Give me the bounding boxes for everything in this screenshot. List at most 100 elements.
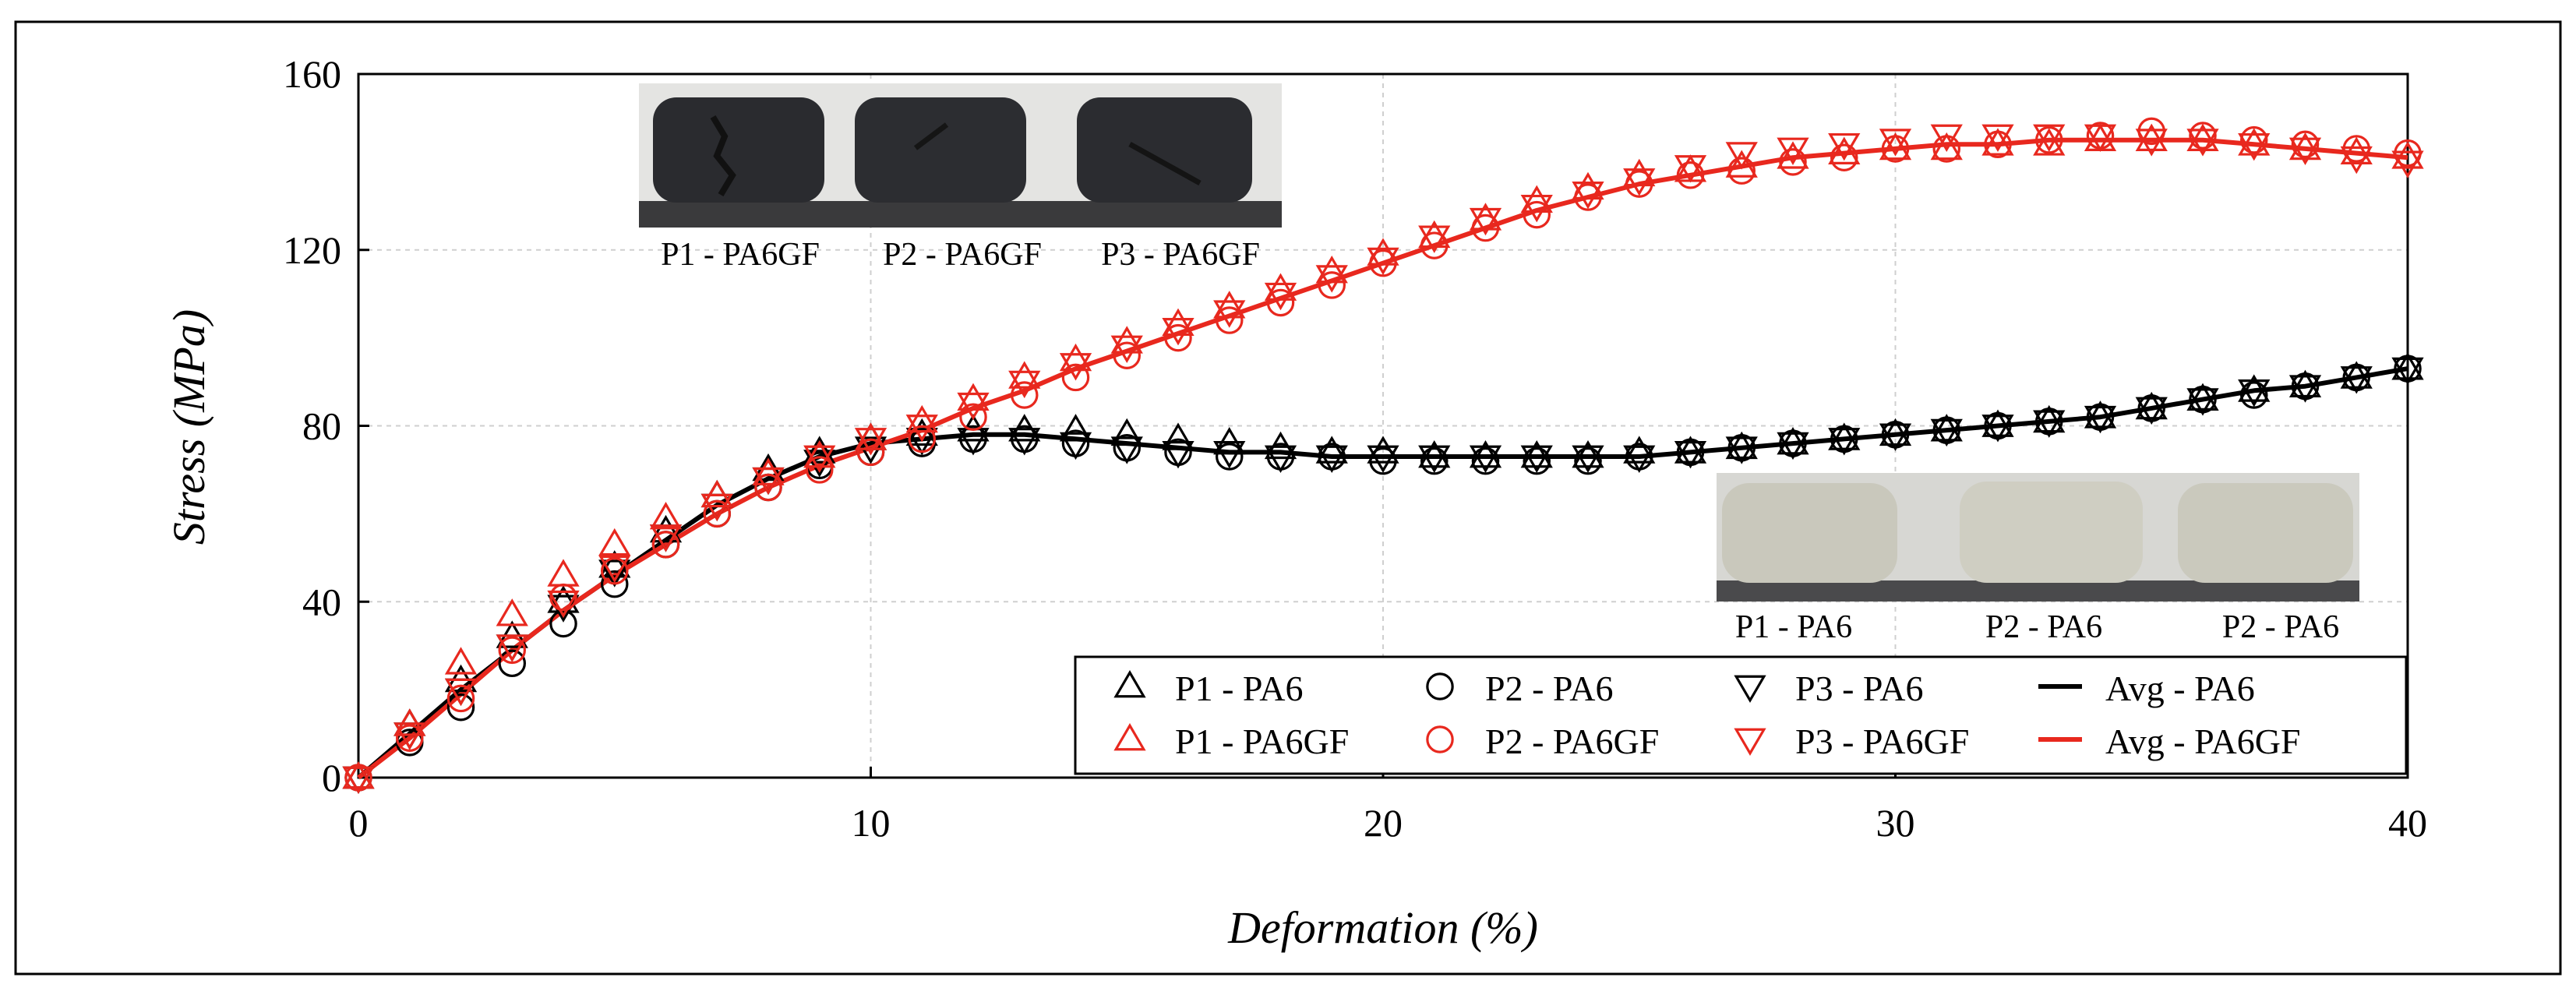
data-point-p1-pa6gf: [496, 598, 528, 626]
legend-label-p2-pa6: P2 - PA6: [1485, 669, 1613, 708]
data-point-p3-pa6gf: [547, 590, 580, 619]
data-point-p2-pa6gf: [1625, 170, 1653, 198]
data-point-p1-pa6: [1572, 439, 1604, 468]
data-point-p1-pa6: [1162, 422, 1194, 450]
y-tick-label: 40: [302, 580, 341, 623]
data-point-p1-pa6gf: [1930, 132, 1963, 161]
data-point-p2-pa6gf: [1676, 161, 1705, 189]
data-point-p3-pa6: [1623, 445, 1656, 474]
data-point-p1-pa6: [649, 514, 683, 543]
data-point-p1-pa6gf: [1110, 326, 1143, 354]
data-point-p3-pa6: [2135, 397, 2168, 425]
data-point-p2-pa6gf: [651, 531, 680, 559]
data-point-p3-pa6gf: [1059, 353, 1092, 381]
series-line-avg-pa6: [357, 366, 2408, 780]
data-point-p1-pa6: [2033, 404, 2066, 433]
x-tick-label: 40: [2388, 801, 2427, 845]
data-point-p2-pa6gf: [1932, 135, 1961, 163]
photo-label-p1-pa6gf: P1 - PA6GF: [661, 237, 820, 273]
data-point-p3-pa6: [803, 450, 836, 478]
data-point-p1-pa6: [1725, 431, 1758, 460]
data-point-p3-pa6: [2084, 405, 2117, 434]
data-point-p1-pa6gf: [1981, 128, 2014, 156]
data-point-p1-pa6gf: [2238, 128, 2271, 156]
data-point-p3-pa6: [1059, 432, 1092, 460]
x-tick-label: 20: [1364, 801, 1403, 845]
photo-label-p2-pa6: P2 - PA6: [1985, 609, 2102, 645]
axis-ticks: 0 10 20 30 40 0 40 80 120 160: [283, 52, 2427, 845]
data-point-p3-pa6gf: [1162, 317, 1194, 346]
legend-label-p3-pa6gf: P3 - PA6GF: [1795, 722, 1969, 761]
data-point-p3-pa6gf: [1264, 282, 1297, 311]
data-point-p3-pa6gf: [1418, 225, 1451, 253]
data-point-p3-pa6gf: [1469, 207, 1502, 236]
y-axis-label: Stress (MPa): [164, 309, 214, 545]
data-point-p3-pa6gf: [2288, 137, 2322, 165]
photo-specimen-p3-pa6: [2178, 483, 2353, 583]
data-point-p1-pa6: [1469, 439, 1502, 468]
data-point-p3-pa6gf: [2391, 150, 2424, 178]
photo-specimen-p1-pa6: [1722, 483, 1897, 583]
data-point-p1-pa6: [1930, 414, 1963, 442]
data-point-p2-pa6gf: [2189, 122, 2217, 150]
data-point-p1-pa6: [2288, 369, 2322, 398]
data-point-p1-pa6gf: [1162, 308, 1194, 337]
data-point-p3-pa6: [2391, 357, 2424, 386]
data-point-p1-pa6gf: [905, 404, 938, 433]
legend-label-p1-pa6: P1 - PA6: [1175, 669, 1303, 708]
data-point-p3-pa6gf: [2238, 132, 2271, 161]
data-point-p2-pa6gf: [1318, 271, 1346, 299]
data-point-p1-pa6gf: [752, 457, 785, 485]
data-point-p2-pa6gf: [1164, 323, 1192, 352]
data-point-p3-pa6: [1725, 436, 1758, 464]
photo-pa6gf: P1 - PA6GF P2 - PA6GF P3 - PA6GF: [639, 83, 1282, 273]
data-point-p2-pa6gf: [908, 425, 936, 453]
data-point-p3-pa6gf: [2186, 129, 2219, 157]
photo-specimen-p1-pa6gf: [653, 97, 824, 203]
data-point-p1-pa6gf: [1520, 185, 1553, 213]
data-point-p1-pa6gf: [854, 422, 887, 450]
data-point-p3-pa6: [1110, 436, 1143, 464]
legend: P1 - PA6 P2 - PA6 P3 - PA6 Avg - PA6 P1 - PA…: [1074, 655, 2408, 775]
data-point-p1-pa6: [598, 550, 631, 578]
data-point-p1-pa6gf: [2391, 141, 2424, 169]
photo-label-p3-pa6gf: P3 - PA6GF: [1101, 237, 1260, 273]
data-point-p1-pa6gf: [444, 647, 478, 675]
data-point-p1-pa6: [1110, 418, 1143, 446]
data-point-p2-pa6: [1523, 446, 1551, 475]
data-point-p2-pa6gf: [1420, 231, 1449, 259]
data-point-p3-pa6: [1213, 441, 1246, 469]
data-point-p2-pa6: [1369, 446, 1397, 475]
data-point-p2-pa6: [600, 570, 629, 598]
data-point-p3-pa6: [1315, 445, 1348, 474]
data-point-p1-pa6: [1059, 414, 1092, 442]
data-point-p2-pa6: [498, 649, 526, 678]
data-point-p1-pa6: [2186, 383, 2219, 411]
data-point-p3-pa6gf: [1777, 137, 1809, 165]
photo-label-p2-pa6gf: P2 - PA6GF: [883, 237, 1042, 273]
data-point-p2-pa6: [446, 693, 475, 722]
data-point-p3-pa6: [1418, 445, 1451, 474]
data-point-p1-pa6gf: [1059, 343, 1092, 372]
legend-symbol-p3-pa6gf: [1734, 728, 1766, 757]
data-point-p3-pa6gf: [496, 634, 528, 662]
data-point-p1-pa6: [2391, 352, 2424, 380]
data-point-p3-pa6: [1981, 415, 2014, 443]
data-point-p2-pa6gf: [1984, 130, 2012, 159]
data-point-p2-pa6gf: [446, 684, 475, 713]
data-point-p3-pa6: [2288, 375, 2322, 403]
legend-label-avg-pa6: Avg - PA6: [2105, 669, 2255, 708]
data-point-p2-pa6gf: [1727, 157, 1756, 185]
data-point-p1-pa6: [1315, 436, 1348, 464]
data-point-p1-pa6gf: [342, 760, 375, 789]
data-point-p1-pa6: [1879, 418, 1912, 446]
data-point-p2-pa6gf: [1779, 148, 1807, 176]
y-tick-label: 160: [283, 52, 341, 96]
data-point-p1-pa6gf: [1213, 291, 1246, 319]
data-point-p3-pa6: [1264, 445, 1297, 474]
data-point-p2-pa6gf: [2035, 125, 2063, 154]
legend-symbol-p1-pa6: [1113, 669, 1146, 698]
data-point-p1-pa6: [1981, 409, 2014, 437]
y-tick-label: 120: [283, 228, 341, 272]
